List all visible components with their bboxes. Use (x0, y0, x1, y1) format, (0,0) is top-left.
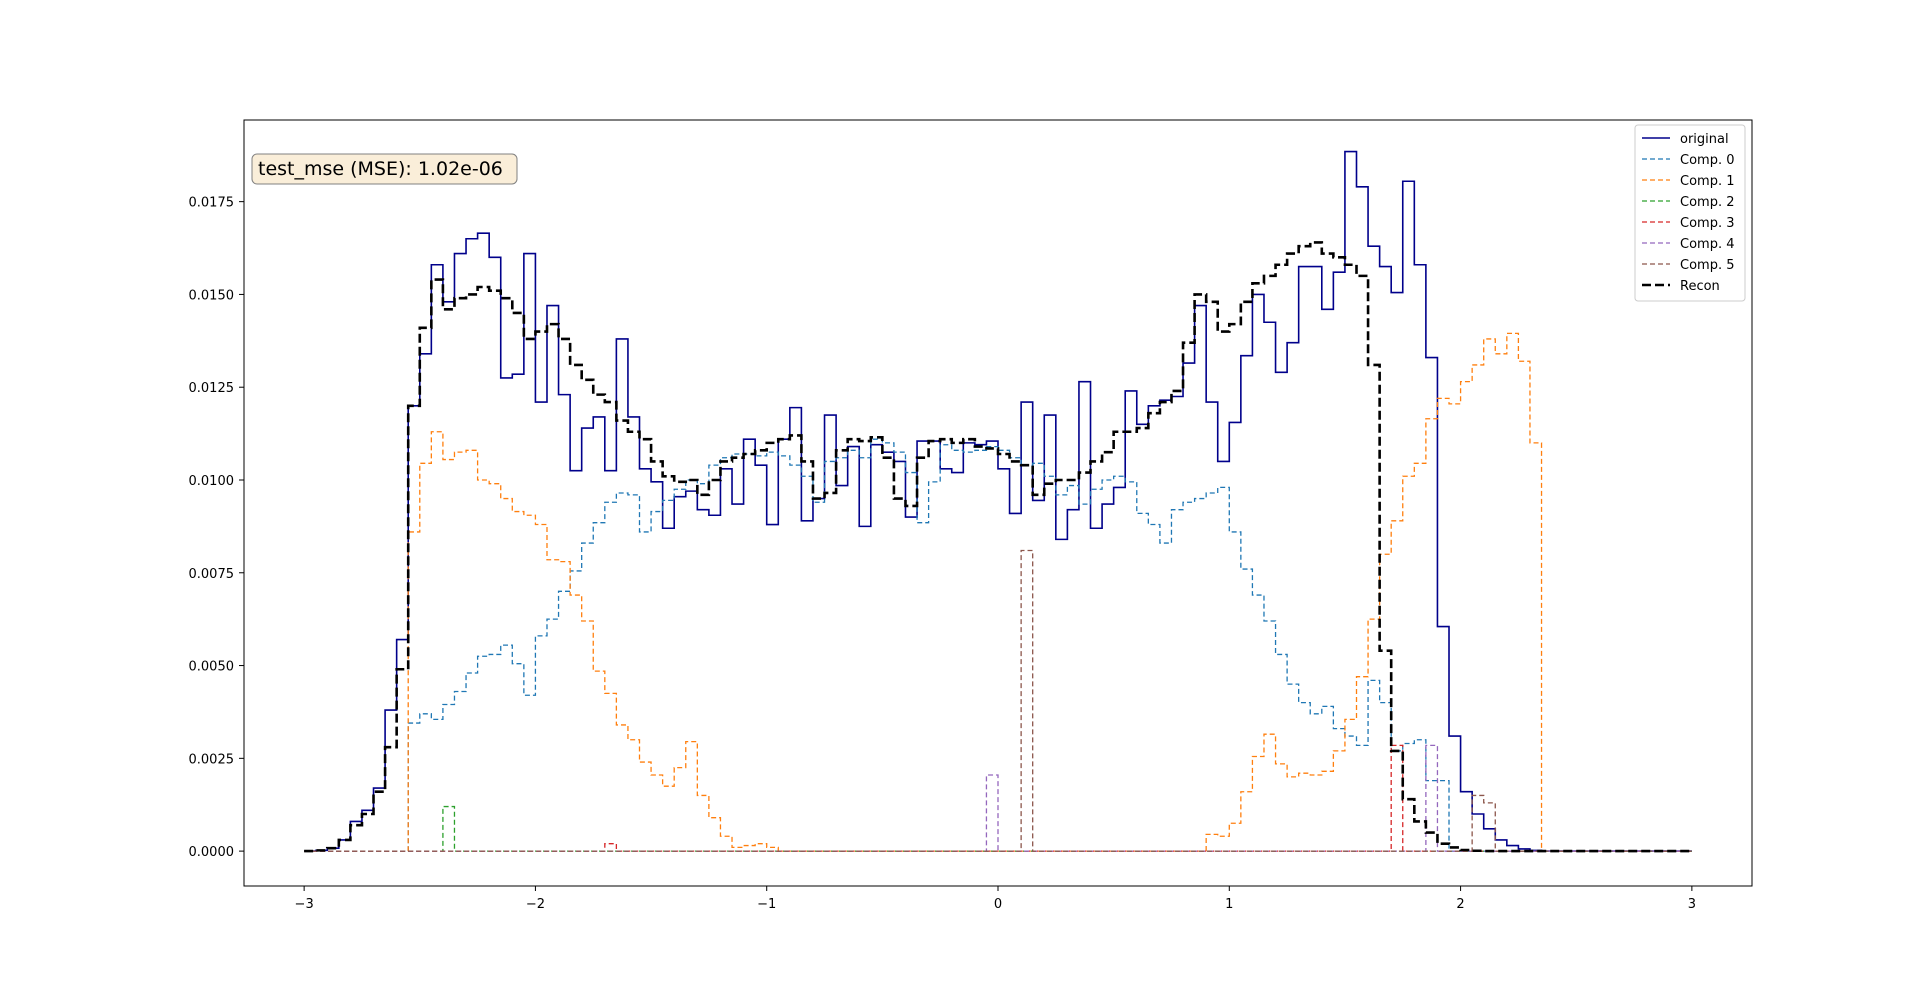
axes: −3 −2 −1 0 1 2 3 0.0000 0.0025 0.0050 0.0075 0.0100… (189, 119, 1753, 912)
y-tick-label: 0.0075 (189, 567, 235, 582)
legend-label: Comp. 3 (1680, 216, 1734, 231)
legend-label: Recon (1680, 279, 1720, 294)
y-tick-label: 0.0025 (189, 752, 235, 767)
legend-box (1634, 124, 1746, 302)
x-tick-label: 2 (1456, 897, 1464, 912)
x-tick-label: −1 (757, 897, 776, 912)
legend: original Comp. 0 Comp. 1 Comp. 2 Comp. 3 Comp… (1634, 124, 1746, 302)
legend-label: Comp. 2 (1680, 195, 1734, 210)
y-tick-label: 0.0050 (189, 660, 235, 675)
x-tick-label: −3 (295, 897, 314, 912)
series-line-recon (304, 241, 1692, 853)
y-tick-label: 0.0175 (189, 196, 235, 211)
annotation-text: test_mse (MSE): 1.02e-06 (258, 158, 503, 180)
series-line-original (304, 150, 1692, 852)
plot-area (304, 150, 1692, 853)
series-line-comp-4 (304, 744, 1692, 852)
legend-label: original (1680, 132, 1729, 147)
series-line-comp-5 (304, 549, 1692, 852)
x-tick-label: −2 (526, 897, 545, 912)
y-tick-label: 0.0000 (189, 845, 235, 860)
y-tick-label: 0.0100 (189, 474, 235, 489)
series-line-comp-0 (304, 438, 1692, 852)
x-tick-label: 3 (1688, 897, 1696, 912)
legend-label: Comp. 5 (1680, 258, 1734, 273)
annotation-background (251, 153, 518, 185)
y-tick-label: 0.0125 (189, 381, 235, 396)
legend-label: Comp. 1 (1680, 174, 1734, 189)
y-tick-label: 0.0150 (189, 288, 235, 303)
series-line-comp-3 (304, 744, 1692, 852)
legend-label: Comp. 4 (1680, 237, 1734, 252)
legend-label: Comp. 0 (1680, 153, 1734, 168)
x-tick-label: 1 (1225, 897, 1233, 912)
annotation-box: test_mse (MSE): 1.02e-06 (251, 153, 518, 185)
series-line-comp-1 (304, 332, 1692, 852)
x-tick-label: 0 (994, 897, 1002, 912)
